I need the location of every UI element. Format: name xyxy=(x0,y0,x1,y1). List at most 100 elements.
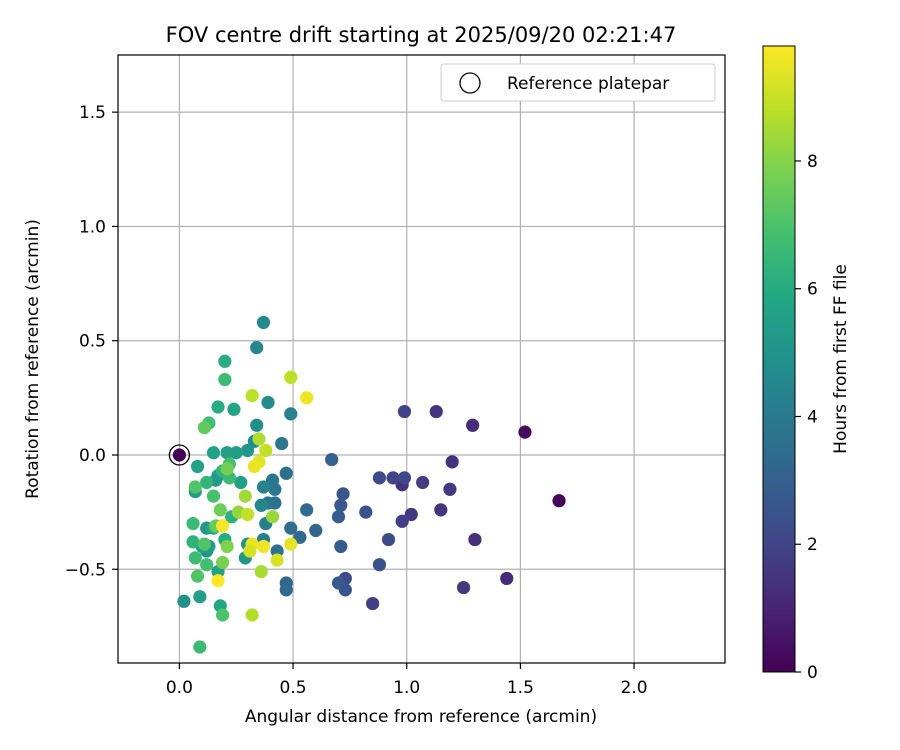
chart-title: FOV centre drift starting at 2025/09/20 … xyxy=(166,23,677,47)
data-point xyxy=(395,514,409,528)
data-point xyxy=(270,553,284,567)
data-point xyxy=(397,404,412,419)
legend: Reference platepar xyxy=(440,63,716,102)
data-point xyxy=(552,494,566,508)
data-point xyxy=(443,482,457,496)
colorbar-label: Hours from first FF file xyxy=(831,264,851,454)
data-point xyxy=(218,372,232,387)
data-point xyxy=(456,580,471,595)
data-point xyxy=(177,594,191,608)
data-point xyxy=(218,354,232,368)
colorbar-tick-label: 4 xyxy=(807,407,818,427)
x-tick-label: 1.0 xyxy=(393,678,420,698)
legend-label: Reference platepar xyxy=(507,74,669,94)
y-tick-label: 1.0 xyxy=(79,217,106,237)
data-point xyxy=(331,510,346,524)
data-point xyxy=(334,539,348,554)
x-tick-label: 1.5 xyxy=(507,678,534,698)
x-axis-label: Angular distance from reference (arcmin) xyxy=(245,707,597,727)
data-point xyxy=(500,571,514,586)
data-point xyxy=(213,503,227,517)
data-point xyxy=(190,459,205,474)
y-tick-label: 1.5 xyxy=(79,103,106,123)
data-point xyxy=(386,471,400,485)
y-axis-label: Rotation from reference (arcmin) xyxy=(23,219,43,499)
data-point xyxy=(206,489,221,503)
grid-lines xyxy=(118,55,725,663)
data-point xyxy=(220,446,234,460)
data-point xyxy=(197,537,211,551)
x-tick-label: 0.0 xyxy=(166,678,193,698)
y-tick-label: 0.0 xyxy=(79,446,106,466)
data-point xyxy=(200,475,214,490)
data-point xyxy=(215,519,230,533)
data-point xyxy=(252,432,266,446)
data-point xyxy=(215,608,230,622)
data-point xyxy=(468,532,482,547)
x-tick-label: 2.0 xyxy=(621,678,648,698)
data-point xyxy=(336,487,350,501)
colorbar-tick-label: 0 xyxy=(807,663,818,683)
data-point xyxy=(206,446,221,460)
colorbar-ticks: 0 2 4 6 8 xyxy=(795,152,818,683)
data-point xyxy=(229,446,243,460)
data-point xyxy=(254,564,268,579)
data-point xyxy=(372,471,387,485)
data-point xyxy=(284,407,298,421)
data-point xyxy=(300,503,314,517)
data-point xyxy=(245,388,259,403)
data-point xyxy=(256,315,271,330)
data-point xyxy=(325,452,339,467)
data-point xyxy=(279,583,293,597)
data-point xyxy=(215,555,230,570)
reference-point-ring xyxy=(168,444,191,466)
data-point xyxy=(220,539,234,554)
data-point xyxy=(518,425,532,439)
data-point xyxy=(250,418,264,432)
data-point xyxy=(309,523,323,538)
y-tick-label: 0.5 xyxy=(79,332,106,352)
data-point xyxy=(261,395,275,410)
data-point xyxy=(193,590,207,604)
data-point xyxy=(268,482,282,496)
data-point xyxy=(190,569,205,583)
reference-marker xyxy=(168,444,191,466)
legend-box xyxy=(440,63,716,102)
colorbar-tick-label: 6 xyxy=(807,280,818,300)
data-point xyxy=(240,507,255,522)
data-point xyxy=(404,507,418,522)
plot-frame xyxy=(117,54,726,664)
data-point xyxy=(234,475,248,490)
colorbar-gradient xyxy=(762,45,796,673)
data-point xyxy=(227,402,241,416)
data-point xyxy=(193,640,207,654)
data-point xyxy=(416,475,430,490)
data-point xyxy=(245,608,259,622)
data-point xyxy=(300,391,314,405)
reference-point-dot xyxy=(172,448,186,462)
colorbar: 0 2 4 6 8 Hours from first FF file xyxy=(762,45,851,683)
data-point xyxy=(284,370,298,384)
data-point xyxy=(254,498,268,512)
data-point xyxy=(293,530,307,544)
data-point xyxy=(434,503,448,517)
data-point xyxy=(240,443,255,458)
data-point xyxy=(270,544,284,558)
data-point xyxy=(197,420,211,435)
x-tick-label: 0.5 xyxy=(280,678,307,698)
data-point xyxy=(279,466,293,480)
data-point xyxy=(275,436,289,451)
y-axis-ticks: −0.5 0.0 0.5 1.0 1.5 xyxy=(65,103,118,580)
data-point xyxy=(397,471,412,485)
data-point xyxy=(331,576,346,590)
data-point xyxy=(372,558,387,572)
data-point xyxy=(211,574,225,588)
data-point xyxy=(429,404,443,419)
data-point xyxy=(259,443,273,458)
data-point xyxy=(211,400,225,414)
data-point xyxy=(238,489,252,503)
colorbar-tick-label: 2 xyxy=(807,535,818,555)
legend-marker-icon xyxy=(459,72,481,94)
data-point xyxy=(188,480,202,494)
